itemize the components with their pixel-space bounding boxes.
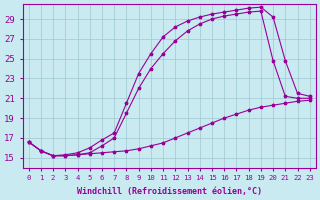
X-axis label: Windchill (Refroidissement éolien,°C): Windchill (Refroidissement éolien,°C)	[77, 187, 262, 196]
